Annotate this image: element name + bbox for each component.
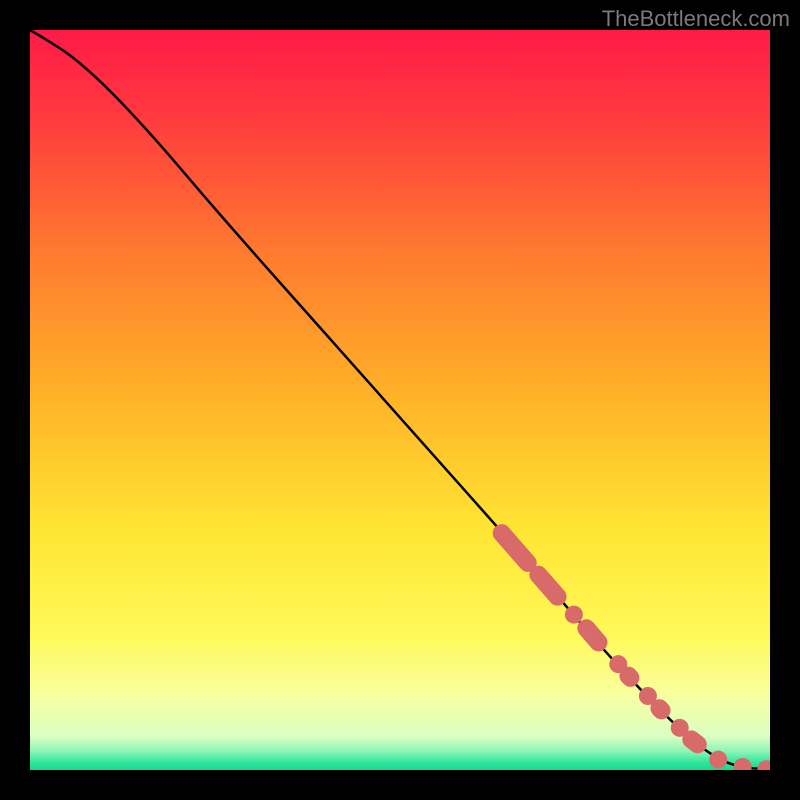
curve-marker — [565, 606, 583, 624]
curve-marker — [709, 751, 727, 769]
plot-svg — [30, 30, 770, 770]
chart-stage: TheBottleneck.com — [0, 0, 800, 800]
plot-area — [30, 30, 770, 770]
gradient-background — [30, 30, 770, 770]
watermark-text: TheBottleneck.com — [602, 6, 790, 32]
